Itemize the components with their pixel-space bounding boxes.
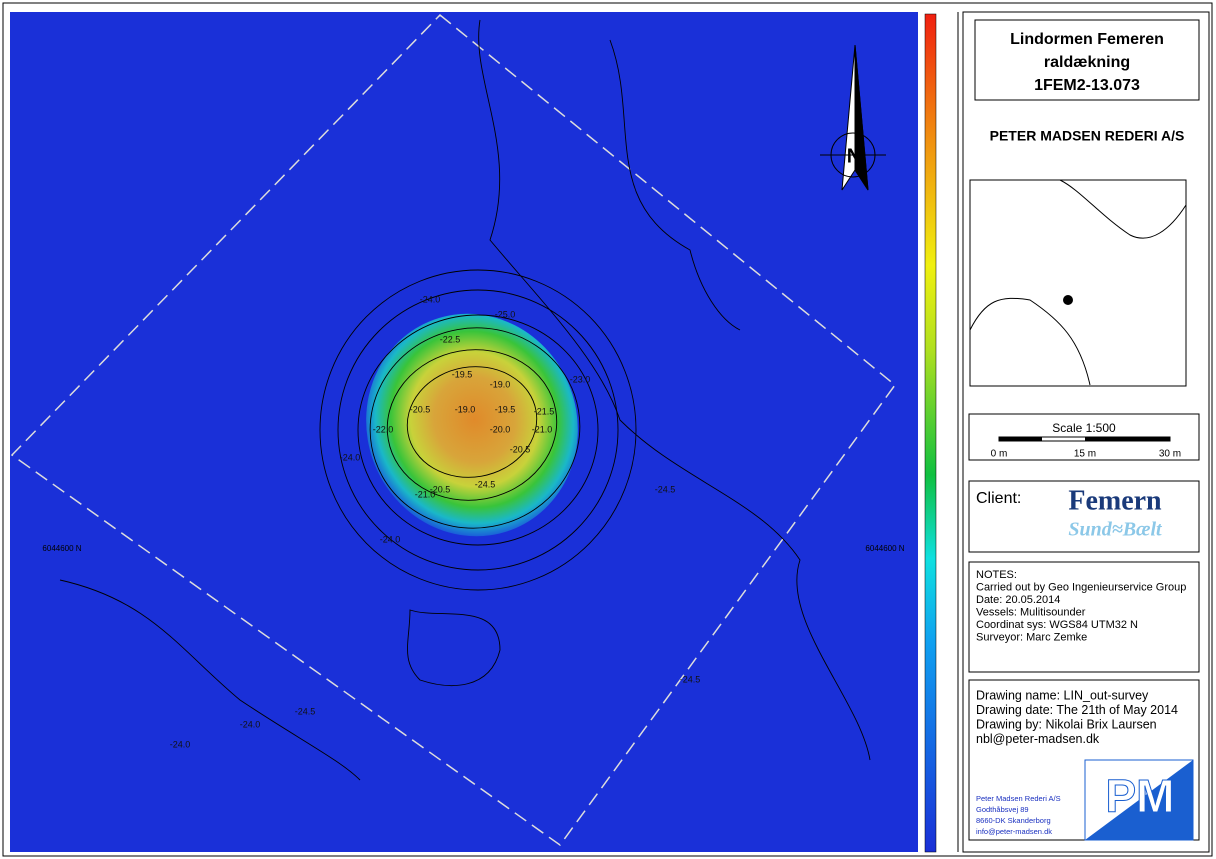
scale-tick: 0 m	[991, 449, 1008, 460]
contour-label: -24.5	[680, 674, 701, 684]
scale-bar	[1085, 437, 1170, 441]
contour-label: -24.0	[420, 294, 441, 304]
contour-label: -24.0	[170, 739, 191, 749]
notes-line: Carried out by Geo Ingenieurservice Grou…	[976, 581, 1186, 593]
logo: PM	[1106, 770, 1175, 822]
contour-label: -25.0	[495, 309, 516, 319]
contour-label: -22.5	[440, 334, 461, 344]
company: PETER MADSEN REDERI A/S	[990, 128, 1185, 144]
logo-frame	[1084, 759, 1194, 841]
contours	[59, 19, 871, 781]
logo-shape	[1085, 760, 1193, 840]
title-line: 1FEM2-13.073	[1034, 77, 1140, 94]
grid-label: 6044600 N	[42, 544, 81, 553]
contour-label: -21.0	[532, 424, 553, 434]
contour-label: -21.0	[415, 489, 436, 499]
contour-label: -20.5	[430, 484, 451, 494]
contour-label: -24.0	[240, 719, 261, 729]
contour-label: -24.0	[340, 452, 361, 462]
survey-area	[10, 13, 897, 847]
contour-label: -20.5	[410, 404, 431, 414]
title-line: raldækning	[1044, 54, 1130, 71]
notes-line: Surveyor: Marc Zemke	[976, 631, 1087, 643]
title-line: Lindormen Femeren	[1010, 31, 1164, 48]
north-arrow	[820, 44, 886, 191]
location-map	[969, 179, 1187, 387]
contour-label: -22.0	[373, 424, 394, 434]
drawing-line: nbl@peter-madsen.dk	[976, 732, 1100, 746]
scale-tick: 15 m	[1074, 449, 1096, 460]
notes-line: Coordinat sys: WGS84 UTM32 N	[976, 619, 1138, 631]
client-logo: Sund≈Bælt	[1068, 519, 1163, 541]
client-box	[968, 480, 1200, 553]
scale-tick: 30 m	[1159, 449, 1181, 460]
client-logo: Femern	[1068, 485, 1162, 516]
drawing-line: Drawing by: Nikolai Brix Laursen	[976, 717, 1157, 731]
address-line: 8660-DK Skanderborg	[976, 816, 1051, 825]
scale-bar	[999, 437, 1042, 441]
drawing-line: Drawing date: The 21th of May 2014	[976, 703, 1178, 717]
scale-label: Scale 1:500	[1052, 421, 1116, 435]
drawing-line: Drawing name: LIN_out-survey	[976, 688, 1149, 702]
address-line: Peter Madsen Rederi A/S	[976, 794, 1061, 803]
notes-line: NOTES:	[976, 569, 1017, 581]
contour-label: -20.0	[490, 424, 511, 434]
north-label: N	[847, 145, 861, 167]
shoal	[366, 313, 578, 537]
grid-label: 6044600 N	[865, 544, 904, 553]
contour-label: -19.5	[495, 404, 516, 414]
contour-label: -19.0	[455, 404, 476, 414]
contour-label: -19.5	[452, 369, 473, 379]
contour-label: -24.5	[655, 484, 676, 494]
contour-label: -24.5	[295, 706, 316, 716]
location-dot	[1063, 295, 1073, 305]
client-label: Client:	[976, 490, 1021, 507]
notes-line: Vessels: Mulitisounder	[976, 606, 1086, 618]
notes-line: Date: 20.05.2014	[976, 594, 1060, 606]
contour-label: -24.5	[475, 479, 496, 489]
title-box	[974, 19, 1200, 101]
contour-label: -20.5	[510, 444, 531, 454]
contour-label: -21.5	[534, 406, 555, 416]
address-line: info@peter-madsen.dk	[976, 827, 1052, 836]
colorbar	[924, 13, 937, 853]
contour-label: -19.0	[490, 379, 511, 389]
coastline	[969, 179, 1187, 386]
address-line: Godthåbsvej 89	[976, 805, 1029, 814]
contour-label: -24.0	[380, 534, 401, 544]
notes-box	[968, 561, 1200, 673]
contour-label: -23.0	[570, 374, 591, 384]
